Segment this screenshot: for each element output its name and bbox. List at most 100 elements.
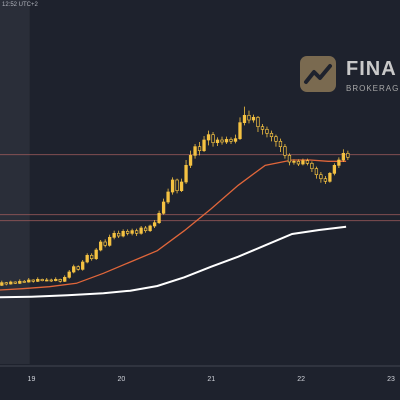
candle [40,278,44,282]
candle [170,177,175,195]
candle [184,160,188,184]
candle-body [103,241,107,246]
candle-body [265,128,269,134]
candle [296,159,301,166]
x-tick-label: 19 [28,376,36,383]
candle-body [328,172,332,182]
candle [63,275,67,282]
candle-body [67,271,71,278]
candle-body [125,230,130,234]
time-label: 12:52 UTC+2 [2,2,38,8]
candle [139,226,143,235]
candle-body [9,281,13,285]
candle [260,124,265,135]
candle-body [72,266,76,273]
candle [247,110,251,124]
candle-body [197,146,202,152]
x-tick-label: 23 [387,376,395,383]
candle [283,144,287,159]
candle-body [36,278,40,282]
candle-body [40,278,44,282]
candle-body [283,146,287,156]
candle [287,153,292,166]
moving-average-slow [0,225,347,299]
candle [274,134,278,147]
candle-body [269,132,274,138]
candle [9,280,13,285]
candle [242,106,247,126]
watermark-sub: BROKERAGE [346,84,400,93]
candle [148,224,152,232]
candle-body [121,230,125,237]
candle-body [76,266,80,270]
candle [22,280,26,283]
candle-body [58,278,62,282]
candle [13,281,17,284]
candle [27,278,31,283]
x-tick-label: 20 [117,376,125,383]
candle-body [301,160,305,165]
candle-body [94,249,98,260]
candle [233,134,238,144]
candle-body [139,227,143,234]
candle-body [341,152,346,161]
candle [121,229,125,238]
candle [292,159,296,165]
candle [103,239,107,248]
candle-body [108,236,112,246]
candle [81,260,85,271]
candle [337,157,341,168]
candle-body [170,179,175,193]
candle-body [346,152,350,158]
candle-body [337,159,341,166]
candle-body [143,227,148,232]
candle [130,228,134,236]
candle [328,172,332,183]
candle [76,265,80,271]
candle [206,130,211,146]
candle-body [179,181,184,192]
candle [224,136,229,144]
candle-body [188,154,193,166]
candle-body [112,232,116,238]
watermark-name: FINA [346,58,397,80]
candle [193,144,197,159]
candle-body [238,122,242,140]
candle [301,158,305,166]
candle [202,136,206,152]
candle [161,198,166,215]
candle-body [0,282,4,286]
candle [18,279,22,284]
candle-body [148,225,152,232]
shaded-session [0,0,30,364]
chart-trend-logo-icon [300,56,336,92]
candle [238,117,242,140]
candle-body [99,241,103,251]
candle-body [4,282,8,285]
candle [143,226,148,233]
candle-body [202,139,206,152]
candle [58,278,62,283]
candle [346,150,350,160]
candle-body [287,154,292,163]
candle-body [90,254,94,260]
candle [220,136,224,145]
candle-body [157,212,161,224]
candle [134,228,139,236]
candle-body [292,160,296,163]
candle [31,279,35,283]
candle-body [310,162,314,170]
candle [341,149,346,162]
watermark: FINA BROKERAGE [296,50,400,100]
candle-body [81,261,85,270]
candle-body [319,174,323,180]
horizontal-levels [0,154,400,222]
candle [54,277,58,282]
candle-body [323,178,328,182]
candle-body [193,146,197,156]
candle-body [256,116,260,128]
candles [0,106,350,286]
candle [125,229,130,236]
candle-body [247,114,251,121]
